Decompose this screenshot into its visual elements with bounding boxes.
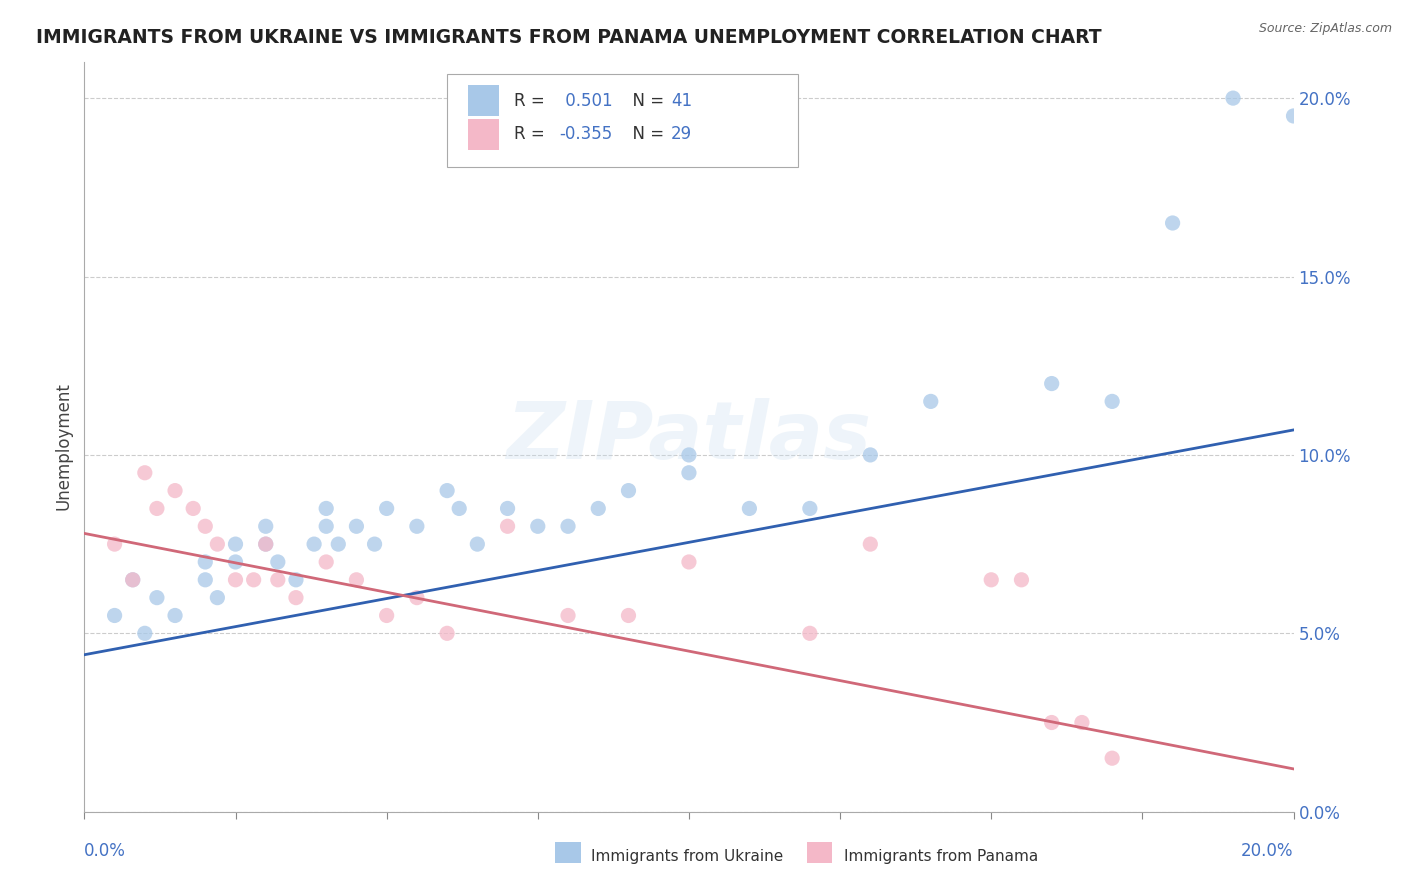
- Point: [1040, 715, 1063, 730]
- Point: [980, 573, 1002, 587]
- Text: R =: R =: [513, 126, 550, 144]
- Point: [557, 608, 579, 623]
- Point: [315, 519, 337, 533]
- Point: [406, 519, 429, 533]
- Text: N =: N =: [623, 126, 669, 144]
- Point: [315, 555, 337, 569]
- Point: [678, 466, 700, 480]
- Point: [1101, 751, 1123, 765]
- FancyBboxPatch shape: [468, 119, 499, 150]
- Text: 0.501: 0.501: [560, 92, 612, 110]
- Point: [194, 519, 217, 533]
- Point: [920, 394, 942, 409]
- Point: [285, 573, 308, 587]
- Point: [496, 519, 519, 533]
- Point: [467, 537, 489, 551]
- Point: [375, 501, 398, 516]
- Point: [1282, 109, 1305, 123]
- Point: [557, 519, 579, 533]
- Text: N =: N =: [623, 92, 669, 110]
- Point: [165, 608, 187, 623]
- Text: Immigrants from Panama: Immigrants from Panama: [844, 849, 1038, 863]
- Point: [104, 537, 127, 551]
- Point: [225, 555, 247, 569]
- Point: [242, 573, 264, 587]
- Point: [1040, 376, 1063, 391]
- Point: [436, 626, 458, 640]
- Point: [859, 537, 882, 551]
- Point: [678, 448, 700, 462]
- Point: [315, 501, 337, 516]
- Point: [346, 573, 368, 587]
- Point: [165, 483, 187, 498]
- Point: [1071, 715, 1094, 730]
- Point: [1161, 216, 1184, 230]
- Point: [207, 537, 229, 551]
- Point: [134, 626, 156, 640]
- Point: [617, 483, 640, 498]
- Point: [346, 519, 368, 533]
- Point: [254, 519, 277, 533]
- Point: [302, 537, 325, 551]
- Point: [738, 501, 761, 516]
- Point: [285, 591, 308, 605]
- Point: [146, 591, 169, 605]
- Point: [375, 608, 398, 623]
- Point: [1011, 573, 1033, 587]
- Point: [146, 501, 169, 516]
- Point: [254, 537, 277, 551]
- FancyBboxPatch shape: [468, 85, 499, 116]
- Text: -0.355: -0.355: [560, 126, 613, 144]
- Point: [436, 483, 458, 498]
- Point: [799, 501, 821, 516]
- Point: [1101, 394, 1123, 409]
- Point: [328, 537, 350, 551]
- Text: Immigrants from Ukraine: Immigrants from Ukraine: [591, 849, 783, 863]
- Point: [194, 555, 217, 569]
- Point: [254, 537, 277, 551]
- Point: [194, 573, 217, 587]
- Point: [104, 608, 127, 623]
- Point: [225, 573, 247, 587]
- Text: Source: ZipAtlas.com: Source: ZipAtlas.com: [1258, 22, 1392, 36]
- Point: [1222, 91, 1244, 105]
- Point: [496, 501, 519, 516]
- Text: Unemployment: Unemployment: [55, 382, 72, 510]
- Point: [207, 591, 229, 605]
- Point: [678, 555, 700, 569]
- Point: [406, 591, 429, 605]
- Point: [134, 466, 156, 480]
- Text: ZIPatlas: ZIPatlas: [506, 398, 872, 476]
- Text: 20.0%: 20.0%: [1241, 842, 1294, 860]
- Point: [799, 626, 821, 640]
- Point: [449, 501, 471, 516]
- Point: [363, 537, 385, 551]
- Point: [527, 519, 550, 533]
- Text: 0.0%: 0.0%: [84, 842, 127, 860]
- Text: 29: 29: [671, 126, 692, 144]
- Point: [267, 573, 290, 587]
- Text: 41: 41: [671, 92, 692, 110]
- Point: [617, 608, 640, 623]
- Text: IMMIGRANTS FROM UKRAINE VS IMMIGRANTS FROM PANAMA UNEMPLOYMENT CORRELATION CHART: IMMIGRANTS FROM UKRAINE VS IMMIGRANTS FR…: [37, 28, 1102, 47]
- Point: [267, 555, 290, 569]
- Point: [588, 501, 610, 516]
- Point: [121, 573, 143, 587]
- Point: [859, 448, 882, 462]
- Point: [181, 501, 204, 516]
- Text: R =: R =: [513, 92, 550, 110]
- FancyBboxPatch shape: [447, 74, 797, 168]
- Point: [121, 573, 143, 587]
- Point: [225, 537, 247, 551]
